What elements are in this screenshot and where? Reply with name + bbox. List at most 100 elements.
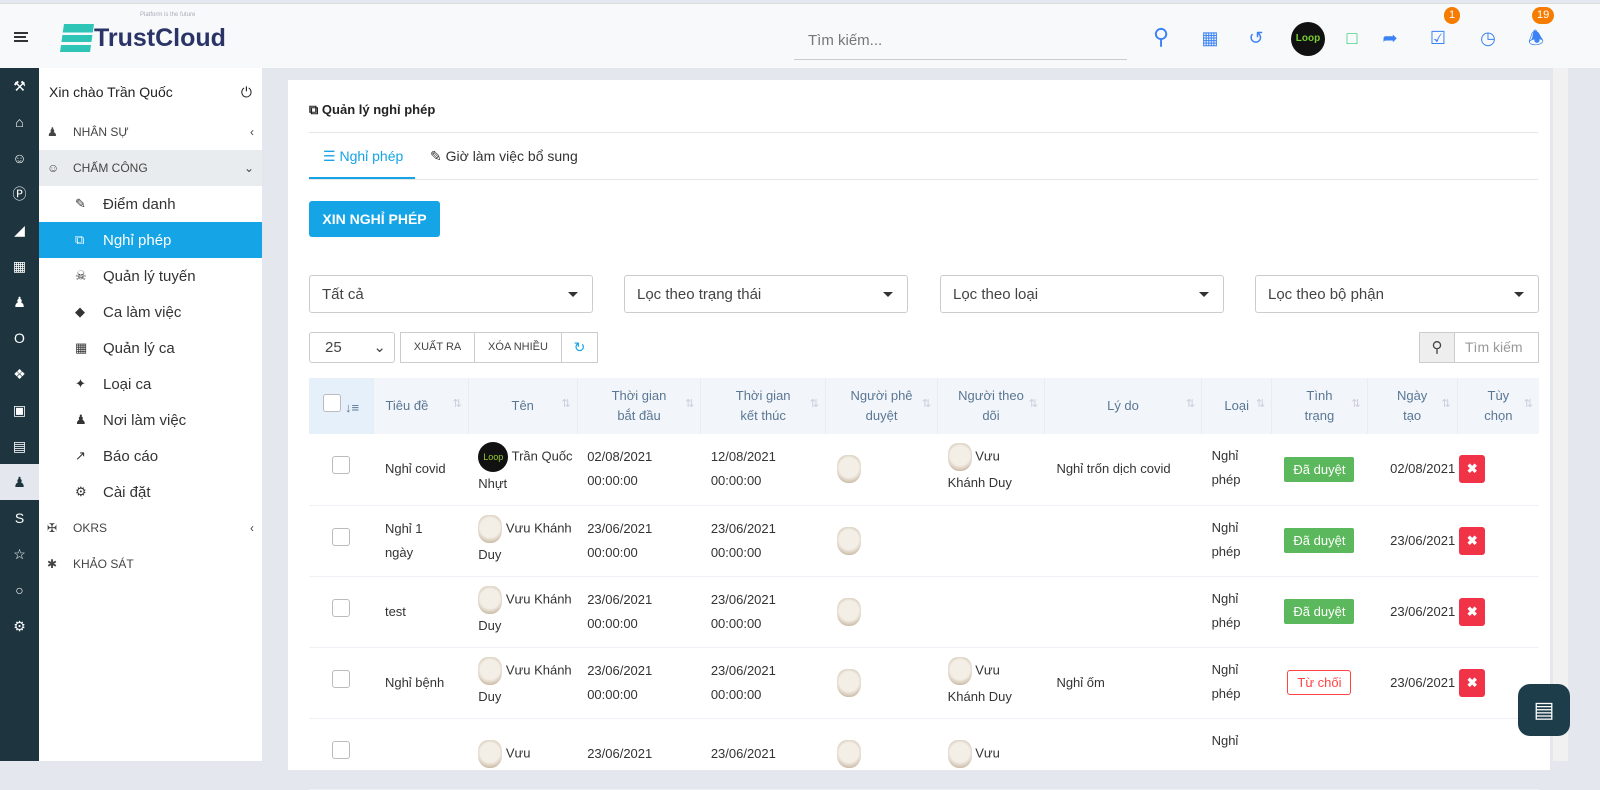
table-row[interactable]: Vưu 23/06/2021 23/06/2021 Vưu Nghỉ [309, 718, 1539, 790]
sidebar-item-ca-lam-viec[interactable]: ◆ Ca làm việc [39, 294, 262, 330]
search-icon[interactable]: ⚲ [1152, 24, 1170, 49]
sidebar-item-bao-cao[interactable]: ↗ Báo cáo [39, 438, 262, 474]
refresh-icon[interactable]: ↻ [561, 332, 598, 363]
request-leave-button[interactable]: XIN NGHỈ PHÉP [309, 201, 440, 237]
cogs-icon[interactable]: ⚙ [13, 618, 26, 634]
scrollbar[interactable] [1553, 68, 1568, 761]
history-icon[interactable]: ↺ [1248, 28, 1264, 48]
table-row[interactable]: Nghỉ covid Loop Trần Quốc Nhựt 02/08/2021 … [309, 434, 1539, 506]
cube-icon[interactable]: ▣ [12, 402, 27, 418]
table-row[interactable]: test Vưu Khánh Duy 23/06/2021 00:00:00 23/… [309, 576, 1539, 648]
avatar[interactable]: Loop [1291, 22, 1325, 56]
sort-icon[interactable]: ⇅ [921, 398, 932, 410]
delete-button[interactable]: ✖ [1459, 597, 1486, 626]
sort-icon[interactable]: ⇅ [809, 398, 819, 410]
calendar-icon[interactable]: ▦ [12, 258, 27, 274]
opera-icon[interactable]: O [14, 330, 25, 346]
filter-type-select[interactable]: Lọc theo loại [940, 275, 1224, 313]
row-checkbox[interactable] [332, 740, 351, 759]
sidebar-section-nhan-su[interactable]: ♟ NHÂN SỰ ‹ [39, 114, 262, 150]
users-icon[interactable]: ♟ [13, 294, 26, 310]
export-button[interactable]: XUẤT RA [400, 332, 475, 363]
star-icon[interactable]: ☆ [13, 546, 26, 562]
sort-icon[interactable]: ↓≡ [344, 400, 360, 415]
tasks-icon[interactable]: ☑ [1429, 28, 1447, 48]
sidebar-item-noi-lam-viec[interactable]: ♟ Nơi làm việc [39, 402, 262, 438]
logo[interactable]: TrustCloud Platform is the future [60, 12, 226, 52]
status-badge: Từ chối [1287, 670, 1352, 695]
col-reason[interactable]: Lý do ⇅ [1044, 378, 1203, 434]
sidebar-item-nghi-phep[interactable]: ⧉ Nghỉ phép [39, 222, 262, 258]
table-row[interactable]: Nghỉ bệnh Vưu Khánh Duy 23/06/2021 00:00:… [309, 647, 1539, 719]
table-search-input[interactable]: Tìm kiếm [1454, 332, 1539, 363]
table-row[interactable]: Nghỉ 1 ngày Vưu Khánh Duy 23/06/2021 00:0… [309, 505, 1539, 577]
chat-user-icon[interactable]: □ [1346, 28, 1358, 48]
page-size-select[interactable]: 25 ⌄ [309, 332, 395, 363]
user-icon[interactable]: ♟ [0, 464, 39, 500]
col-title[interactable]: Tiêu đề ⇅ [373, 378, 469, 434]
gavel-icon[interactable]: ⚒ [13, 78, 26, 94]
money-icon[interactable]: ▤ [12, 438, 27, 454]
sidebar-section-okrs[interactable]: ✠ OKRS ‹ [39, 510, 262, 546]
sort-icon[interactable]: ⇅ [685, 398, 695, 410]
clock-icon[interactable]: ◷ [1480, 28, 1496, 48]
col-end[interactable]: Thời gian kết thúc ⇅ [700, 378, 826, 434]
chat-widget-icon[interactable]: ▤ [1518, 684, 1570, 736]
row-checkbox[interactable] [332, 598, 351, 617]
sort-icon[interactable]: ⇅ [1256, 398, 1266, 410]
logo-mark [60, 24, 94, 52]
row-checkbox[interactable] [332, 527, 351, 546]
row-checkbox[interactable] [332, 456, 351, 475]
delete-button[interactable]: ✖ [1459, 668, 1486, 697]
select-all-checkbox[interactable] [323, 394, 342, 412]
tab-nghi-phep[interactable]: ☰ Nghỉ phép [323, 148, 403, 165]
sidebar-section-cham-cong[interactable]: ☺ CHẤM CÔNG ⌄ [39, 150, 262, 186]
sort-icon[interactable]: ⇅ [452, 398, 462, 410]
delete-button[interactable]: ✖ [1459, 455, 1486, 484]
power-icon[interactable]: ⏻ [240, 84, 252, 100]
id-card-icon[interactable]: ▦ [1201, 28, 1219, 48]
sort-icon[interactable]: ⇅ [1441, 398, 1451, 410]
sort-icon[interactable]: ⇅ [1523, 398, 1533, 410]
sort-icon[interactable]: ⇅ [1028, 398, 1038, 410]
col-follower[interactable]: Người theo dõi ⇅ [937, 378, 1045, 434]
delete-many-button[interactable]: XÓA NHIỀU [474, 332, 562, 363]
home-icon[interactable]: ⌂ [15, 114, 24, 130]
sort-icon[interactable]: ⇅ [1185, 398, 1196, 410]
col-status[interactable]: Tình trạng ⇅ [1271, 378, 1368, 434]
sidebar-item-quan-ly-ca[interactable]: ▦ Quản lý ca [39, 330, 262, 366]
parking-icon[interactable]: Ⓟ [12, 186, 27, 202]
menu-toggle-icon[interactable] [14, 32, 28, 42]
filter-department-select[interactable]: Lọc theo bộ phận [1255, 275, 1539, 313]
cell-name: Trần Quốc Nhựt [478, 448, 573, 492]
sidebar-item-diem-danh[interactable]: ✎ Điểm danh [39, 186, 262, 222]
user-circle-icon: ☺ [47, 161, 60, 175]
sidebar-item-loai-ca[interactable]: ✦ Loại ca [39, 366, 262, 402]
share-icon[interactable]: ➦ [1382, 28, 1398, 48]
chart-area-icon[interactable]: ◢ [14, 222, 25, 238]
sidebar-item-quan-ly-tuyen[interactable]: ☠ Quản lý tuyến [39, 258, 262, 294]
sort-icon[interactable]: ⇅ [1351, 398, 1361, 410]
comments-icon[interactable]: ○ [15, 582, 24, 598]
filter-status-select[interactable]: Lọc theo trạng thái [624, 275, 908, 313]
section-label: CHẤM CÔNG [73, 161, 148, 175]
user-circle-icon[interactable]: ☺ [12, 150, 27, 166]
delete-button[interactable]: ✖ [1459, 526, 1486, 555]
sort-icon[interactable]: ⇅ [561, 398, 571, 410]
col-type[interactable]: Loại ⇅ [1201, 378, 1273, 434]
global-search-input[interactable]: Tìm kiếm... [794, 22, 1127, 60]
row-checkbox[interactable] [332, 669, 351, 688]
cubes-icon[interactable]: ❖ [13, 366, 26, 382]
sidebar-section-khao-sat[interactable]: ✱ KHẢO SÁT [39, 546, 262, 582]
col-created[interactable]: Ngày tạo ⇅ [1367, 378, 1458, 434]
bell-icon[interactable]: 🕭 [1527, 28, 1545, 48]
col-start[interactable]: Thời gian bắt đầu ⇅ [577, 378, 702, 434]
col-approver[interactable]: Người phê duyệt ⇅ [825, 378, 939, 434]
cell-end: 23/06/2021 [700, 718, 826, 790]
column-header-label: Tình trạng [1304, 388, 1335, 423]
col-name[interactable]: Tên ⇅ [468, 378, 578, 434]
skype-icon[interactable]: S [14, 510, 25, 526]
filter-all-select[interactable]: Tất cả [309, 275, 593, 313]
tab-gio-lam-viec-bo-sung[interactable]: ✎ Giờ làm việc bổ sung [430, 148, 578, 165]
sidebar-item-cai-dat[interactable]: ⚙ Cài đặt [39, 474, 262, 510]
